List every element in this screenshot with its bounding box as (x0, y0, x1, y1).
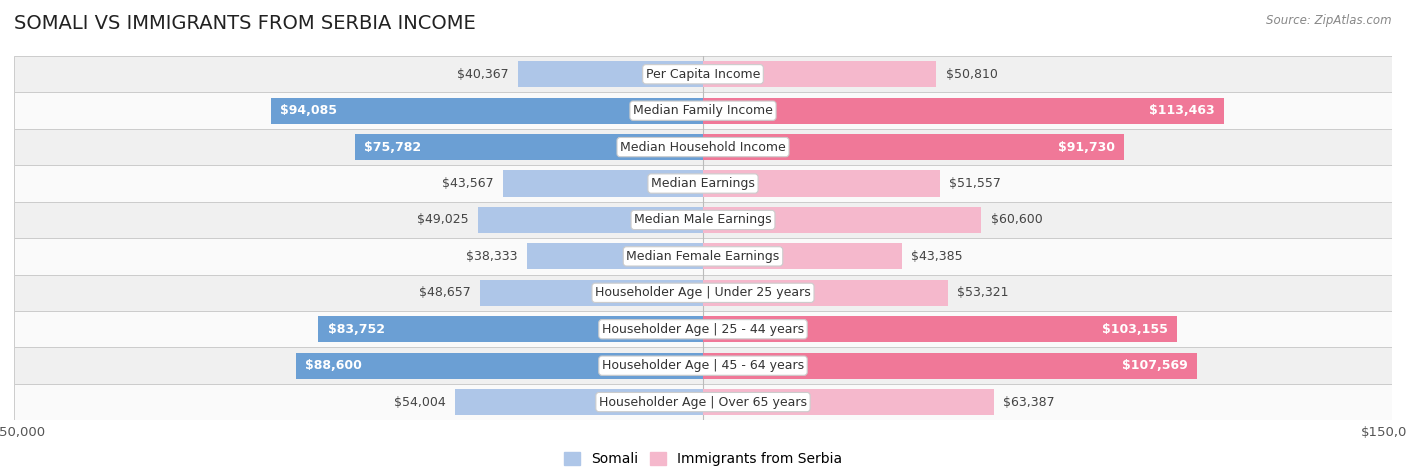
Text: $49,025: $49,025 (418, 213, 468, 226)
Text: Median Earnings: Median Earnings (651, 177, 755, 190)
Text: Householder Age | 45 - 64 years: Householder Age | 45 - 64 years (602, 359, 804, 372)
Text: $51,557: $51,557 (949, 177, 1001, 190)
Bar (14, 238, 1392, 275)
Bar (14, 311, 1392, 347)
Text: $107,569: $107,569 (1122, 359, 1188, 372)
Bar (703, 353, 1197, 379)
Text: $53,321: $53,321 (957, 286, 1008, 299)
Bar (703, 389, 994, 415)
Text: $50,810: $50,810 (946, 68, 997, 81)
Text: $83,752: $83,752 (328, 323, 384, 336)
Bar (14, 56, 1392, 92)
Text: $48,657: $48,657 (419, 286, 471, 299)
Bar (703, 316, 1177, 342)
Text: Householder Age | Under 25 years: Householder Age | Under 25 years (595, 286, 811, 299)
Bar (703, 98, 1225, 124)
Bar (14, 165, 1392, 202)
Bar (703, 243, 903, 269)
Text: $75,782: $75,782 (364, 141, 422, 154)
Text: $43,567: $43,567 (441, 177, 494, 190)
Text: Householder Age | Over 65 years: Householder Age | Over 65 years (599, 396, 807, 409)
Bar (478, 207, 703, 233)
Text: SOMALI VS IMMIGRANTS FROM SERBIA INCOME: SOMALI VS IMMIGRANTS FROM SERBIA INCOME (14, 14, 475, 33)
Text: $63,387: $63,387 (1004, 396, 1054, 409)
Text: Median Male Earnings: Median Male Earnings (634, 213, 772, 226)
Text: Median Female Earnings: Median Female Earnings (627, 250, 779, 263)
Bar (703, 207, 981, 233)
Text: Per Capita Income: Per Capita Income (645, 68, 761, 81)
Bar (527, 243, 703, 269)
Bar (297, 353, 703, 379)
Text: $103,155: $103,155 (1102, 323, 1167, 336)
Legend: Somali, Immigrants from Serbia: Somali, Immigrants from Serbia (558, 446, 848, 467)
Bar (703, 170, 939, 197)
Bar (318, 316, 703, 342)
Text: $91,730: $91,730 (1059, 141, 1115, 154)
Text: Median Family Income: Median Family Income (633, 104, 773, 117)
Text: $88,600: $88,600 (305, 359, 363, 372)
Bar (14, 347, 1392, 384)
Text: $60,600: $60,600 (990, 213, 1042, 226)
Bar (271, 98, 703, 124)
Text: $113,463: $113,463 (1149, 104, 1215, 117)
Bar (703, 134, 1125, 160)
Bar (456, 389, 703, 415)
Bar (703, 61, 936, 87)
Bar (503, 170, 703, 197)
Text: $38,333: $38,333 (467, 250, 517, 263)
Text: Median Household Income: Median Household Income (620, 141, 786, 154)
Bar (14, 92, 1392, 129)
Text: $94,085: $94,085 (280, 104, 337, 117)
Bar (14, 129, 1392, 165)
Text: $54,004: $54,004 (394, 396, 446, 409)
Text: $43,385: $43,385 (911, 250, 963, 263)
Bar (703, 280, 948, 306)
Text: Source: ZipAtlas.com: Source: ZipAtlas.com (1267, 14, 1392, 27)
Bar (354, 134, 703, 160)
Bar (14, 202, 1392, 238)
Text: Householder Age | 25 - 44 years: Householder Age | 25 - 44 years (602, 323, 804, 336)
Text: $40,367: $40,367 (457, 68, 509, 81)
Bar (14, 275, 1392, 311)
Bar (479, 280, 703, 306)
Bar (14, 384, 1392, 420)
Bar (517, 61, 703, 87)
